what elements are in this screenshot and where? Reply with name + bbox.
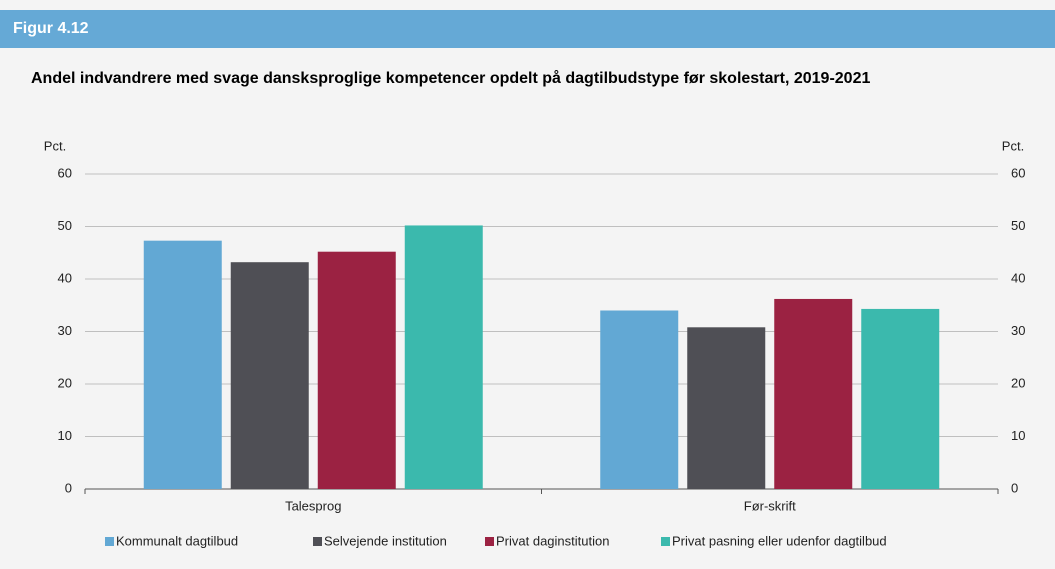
figure-label: Figur 4.12 — [13, 20, 89, 37]
y2-axis-label: Pct. — [1002, 138, 1024, 153]
bar — [404, 225, 483, 489]
bar — [143, 240, 222, 489]
bar — [687, 327, 766, 489]
y-axis-label: Pct. — [44, 138, 66, 153]
legend-label: Privat daginstitution — [496, 533, 609, 548]
bar — [600, 310, 679, 489]
legend-label: Selvejende institution — [324, 533, 447, 548]
legend-swatch — [105, 537, 114, 546]
y2-tick-label: 40 — [1011, 270, 1025, 285]
legend-swatch — [313, 537, 322, 546]
y-tick-label: 40 — [58, 270, 72, 285]
x-tick-label: Talesprog — [285, 498, 341, 513]
legend-label: Kommunalt dagtilbud — [116, 533, 238, 548]
y2-tick-label: 20 — [1011, 375, 1025, 390]
y-tick-label: 0 — [65, 480, 72, 495]
legend-swatch — [485, 537, 494, 546]
bar — [317, 251, 396, 489]
y-tick-label: 30 — [58, 323, 72, 338]
y2-tick-label: 50 — [1011, 218, 1025, 233]
figure-header — [0, 10, 1055, 48]
y-tick-label: 60 — [58, 165, 72, 180]
x-tick-label: Før-skrift — [744, 498, 796, 513]
y-tick-label: 50 — [58, 218, 72, 233]
bar — [230, 262, 309, 489]
legend-swatch — [661, 537, 670, 546]
y2-tick-label: 10 — [1011, 428, 1025, 443]
y-tick-label: 20 — [58, 375, 72, 390]
bar — [861, 308, 940, 489]
chart-title: Andel indvandrere med svage dansksprogli… — [31, 70, 871, 87]
y2-tick-label: 0 — [1011, 480, 1018, 495]
y-tick-label: 10 — [58, 428, 72, 443]
y2-tick-label: 60 — [1011, 165, 1025, 180]
bar — [774, 298, 853, 489]
y2-tick-label: 30 — [1011, 323, 1025, 338]
legend-label: Privat pasning eller udenfor dagtilbud — [672, 533, 887, 548]
